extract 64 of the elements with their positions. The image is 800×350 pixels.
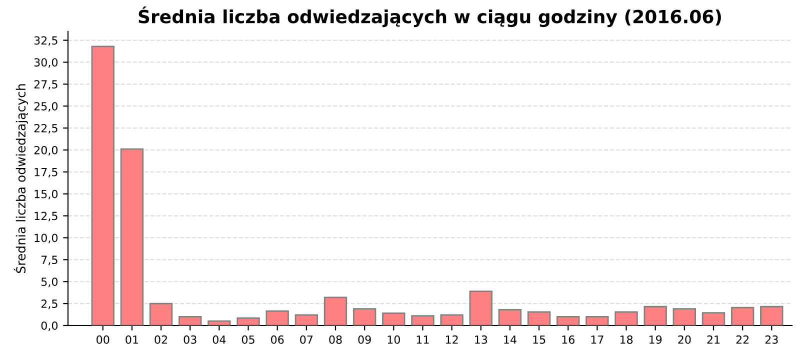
y-tick-label: 10,0 (34, 234, 58, 244)
y-tick-label: 20,0 (34, 146, 58, 156)
x-tick-label: 01 (126, 335, 138, 344)
x-tick-label: 20 (678, 335, 691, 344)
bar (702, 312, 726, 326)
bar (469, 290, 492, 326)
bar (644, 306, 667, 326)
y-tick-label: 22,5 (34, 124, 58, 134)
y-tick-label: 17,5 (34, 168, 58, 178)
chart-title: Średnia liczba odwiedzających w ciągu godziny (2016.06) (138, 6, 721, 28)
bar (120, 148, 144, 326)
y-tick-label: 27,5 (34, 80, 58, 90)
bar (760, 306, 784, 326)
bar (266, 310, 289, 326)
bar (498, 309, 522, 326)
bar (236, 317, 260, 326)
bar (324, 296, 348, 326)
bar (586, 316, 609, 326)
bar (556, 316, 580, 326)
x-tick-label: 13 (475, 335, 488, 344)
x-tick-label: 05 (242, 335, 254, 344)
x-tick-label: 17 (591, 336, 604, 344)
x-tick-label: 09 (358, 335, 371, 344)
bar (294, 314, 318, 326)
x-tick-label: 12 (446, 335, 458, 344)
y-tick-label: 32,5 (34, 36, 58, 46)
x-tick-label: 11 (416, 336, 429, 344)
x-tick-label: 19 (649, 335, 662, 344)
bar (440, 314, 464, 326)
x-tick-label: 21 (707, 335, 720, 344)
bar (411, 315, 434, 326)
y-axis-title: Średnia liczba odwiedzających (14, 84, 28, 274)
x-tick-label: 15 (533, 336, 546, 344)
y-tick-label: 7,5 (42, 256, 58, 266)
x-tick-label: 14 (504, 336, 516, 344)
y-tick-label: 15,0 (34, 190, 58, 200)
x-tick-label: 10 (388, 335, 400, 344)
bar (730, 306, 754, 326)
bar (614, 311, 638, 326)
y-tick-label: 0,0 (41, 321, 58, 332)
bar (672, 308, 696, 326)
bar (149, 302, 173, 326)
bar (382, 312, 406, 326)
x-tick-label: 23 (765, 335, 778, 344)
x-tick-label: 18 (620, 335, 633, 344)
y-tick-label: 2,5 (41, 300, 58, 310)
x-tick-label: 04 (212, 335, 226, 344)
bar (91, 46, 114, 326)
y-tick-label: 30,0 (34, 58, 58, 68)
bar (527, 311, 551, 326)
bar (352, 308, 376, 326)
x-tick-label: 08 (329, 335, 342, 344)
x-tick-label: 07 (300, 335, 313, 344)
x-tick-label: 00 (96, 335, 110, 344)
bar (208, 320, 231, 326)
x-tick-label: 06 (271, 335, 284, 344)
x-tick-label: 16 (562, 335, 574, 344)
y-tick-label: 25,0 (34, 102, 58, 112)
x-tick-label: 03 (184, 335, 196, 344)
x-tick-label: 22 (736, 335, 749, 344)
bar (178, 316, 202, 326)
y-tick-label: 12,5 (34, 212, 58, 222)
x-tick-label: 02 (154, 335, 167, 344)
y-tick-label: 5,0 (41, 278, 58, 288)
